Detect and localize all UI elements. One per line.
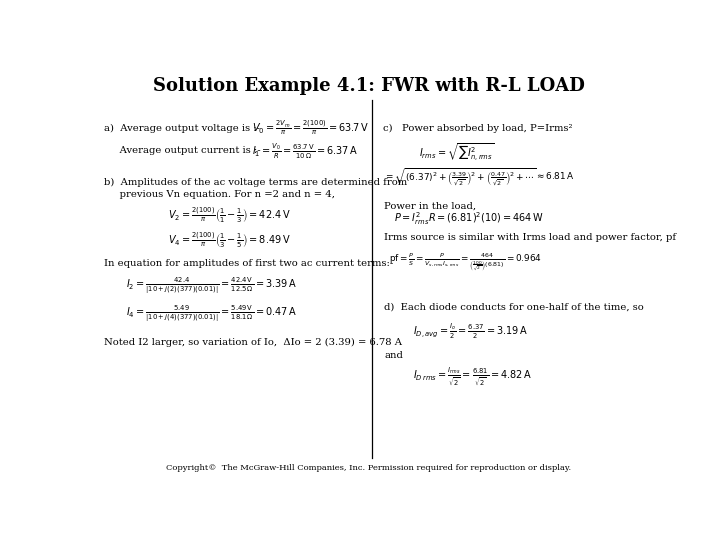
Text: a)  Average output voltage is :-: a) Average output voltage is :-	[104, 124, 260, 132]
Text: Irms source is similar with Irms load and power factor, pf: Irms source is similar with Irms load an…	[384, 233, 676, 242]
Text: b)  Amplitudes of the ac voltage terms are determined from: b) Amplitudes of the ac voltage terms ar…	[104, 178, 408, 187]
Text: $V_4 = \frac{2(100)}{\pi}\left(\frac{1}{3} - \frac{1}{5}\right) = 8.49\,\mathrm{: $V_4 = \frac{2(100)}{\pi}\left(\frac{1}{…	[168, 231, 291, 250]
Text: Solution Example 4.1: FWR with R-L LOAD: Solution Example 4.1: FWR with R-L LOAD	[153, 77, 585, 96]
Text: c)   Power absorbed by load, P=Irms²: c) Power absorbed by load, P=Irms²	[383, 124, 572, 132]
Text: $= \sqrt{(6.37)^2 + \left(\frac{3.39}{\sqrt{2}}\right)^2 + \left(\frac{0.47}{\sq: $= \sqrt{(6.37)^2 + \left(\frac{3.39}{\s…	[384, 167, 575, 189]
Text: $I_{rms} = \sqrt{\sum I_{n,rms}^2}$: $I_{rms} = \sqrt{\sum I_{n,rms}^2}$	[419, 141, 495, 163]
Text: $V_0 = \frac{2V_m}{\pi} = \frac{2(100)}{\pi} = 63.7\,\mathrm{V}$: $V_0 = \frac{2V_m}{\pi} = \frac{2(100)}{…	[252, 119, 369, 137]
Text: Noted I2 larger, so variation of Io,  ΔIo = 2 (3.39) = 6.78 A: Noted I2 larger, so variation of Io, ΔIo…	[104, 338, 402, 347]
Text: $I_1 = \frac{V_0}{R} = \frac{63.7\,\mathrm{V}}{10\,\Omega} = 6.37\,\mathrm{A}$: $I_1 = \frac{V_0}{R} = \frac{63.7\,\math…	[252, 141, 358, 160]
Text: $P = I_{rms}^2 R = (6.81)^2(10) = 464\,\mathrm{W}$: $P = I_{rms}^2 R = (6.81)^2(10) = 464\,\…	[394, 210, 544, 227]
Text: d)  Each diode conducts for one-half of the time, so: d) Each diode conducts for one-half of t…	[384, 302, 644, 311]
Text: In equation for amplitudes of first two ac current terms:-: In equation for amplitudes of first two …	[104, 259, 393, 268]
Text: $I_{D\,rms} = \frac{I_{rms}}{\sqrt{2}} = \frac{6.81}{\sqrt{2}} = 4.82\,\mathrm{A: $I_{D\,rms} = \frac{I_{rms}}{\sqrt{2}} =…	[413, 366, 531, 389]
Text: Average output current is :-: Average output current is :-	[104, 146, 261, 156]
Text: previous Vn equation. For n =2 and n = 4,: previous Vn equation. For n =2 and n = 4…	[104, 190, 335, 199]
Text: $\mathrm{pf} = \frac{P}{S} = \frac{P}{V_{s,rms}\,I_{s,rms}} = \frac{464}{\left(\: $\mathrm{pf} = \frac{P}{S} = \frac{P}{V_…	[389, 252, 541, 273]
Text: $V_2 = \frac{2(100)}{\pi}\left(\frac{1}{1} - \frac{1}{3}\right) = 42.4\,\mathrm{: $V_2 = \frac{2(100)}{\pi}\left(\frac{1}{…	[168, 206, 291, 225]
Text: $I_{D,avg} = \frac{I_o}{2} = \frac{6.37}{2} = 3.19\,\mathrm{A}$: $I_{D,avg} = \frac{I_o}{2} = \frac{6.37}…	[413, 321, 528, 341]
Text: Copyright©  The McGraw-Hill Companies, Inc. Permission required for reproduction: Copyright© The McGraw-Hill Companies, In…	[166, 464, 572, 472]
Text: Power in the load,: Power in the load,	[384, 201, 476, 211]
Text: $I_2 = \frac{42.4}{|10 + j(2)(377)(0.01)|} = \frac{42.4\,\mathrm{V}}{12.5\,\Omeg: $I_2 = \frac{42.4}{|10 + j(2)(377)(0.01)…	[126, 276, 297, 296]
Text: and: and	[384, 352, 403, 360]
Text: $I_4 = \frac{5.49}{|10 + j(4)(377)(0.01)|} = \frac{5.49\,\mathrm{V}}{18.1\,\Omeg: $I_4 = \frac{5.49}{|10 + j(4)(377)(0.01)…	[126, 304, 297, 325]
